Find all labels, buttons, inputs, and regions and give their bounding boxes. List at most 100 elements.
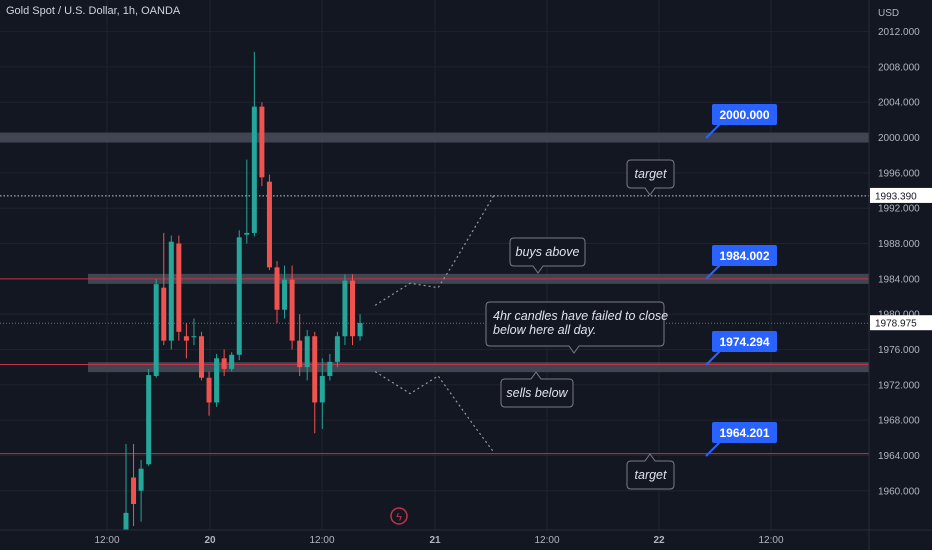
candle-body: [282, 279, 288, 310]
candle-body: [161, 287, 167, 341]
candle: [297, 314, 303, 376]
axis-price-label-text: 1978.975: [875, 319, 917, 330]
callout-box: [485, 301, 665, 354]
candle-body: [274, 267, 280, 310]
candle: [357, 314, 363, 341]
candle: [123, 443, 129, 530]
candle: [161, 232, 167, 346]
candle: [274, 261, 280, 323]
candle: [236, 230, 242, 361]
axis-price-label: 1993.390: [870, 187, 932, 203]
candle-body: [123, 512, 129, 530]
callout-text: below here all day.: [493, 323, 596, 337]
callout-text: buys above: [516, 245, 580, 259]
badge-label: 1984.002: [719, 249, 769, 263]
axis-tick-label: 1996.000: [878, 168, 920, 179]
candle-body: [199, 336, 204, 378]
annotation-callout: buys above: [509, 237, 586, 274]
axis-price-label-bg: [870, 315, 932, 331]
lightning-icon: [390, 507, 408, 525]
candle: [153, 278, 159, 378]
candle-body: [312, 336, 318, 403]
candle-body: [236, 237, 242, 355]
candle-body: [191, 336, 197, 338]
axis-tick-label: 2008.000: [878, 62, 920, 73]
candle: [191, 318, 197, 346]
axis-unit-label: USD: [878, 8, 899, 19]
candle-body: [206, 377, 212, 403]
callout-box: [500, 371, 574, 408]
candle: [304, 330, 310, 381]
candle: [327, 353, 333, 381]
time-tick-label: 20: [204, 535, 216, 546]
price-badge: 1984.002: [705, 245, 777, 280]
candles: [123, 51, 363, 530]
badge-label: 2000.000: [719, 108, 769, 122]
candle: [282, 265, 288, 319]
badge-pointer: [705, 123, 721, 139]
candle: [131, 443, 137, 527]
time-tick-label: 12:00: [94, 535, 119, 546]
badge-pointer: [705, 441, 721, 457]
callout-text: target: [635, 167, 667, 181]
candle: [138, 459, 144, 522]
callout-text: 4hr candles have failed to close: [493, 309, 668, 323]
badge-box: [712, 331, 777, 352]
candle: [350, 274, 355, 346]
candle-body: [146, 375, 152, 465]
candle: [266, 174, 272, 271]
candle: [312, 331, 318, 434]
badge-box: [712, 422, 777, 443]
badge-box: [712, 104, 777, 125]
badge-label: 1964.201: [719, 426, 769, 440]
badge-pointer: [705, 264, 721, 280]
candle-body: [131, 477, 137, 505]
callout-box: [509, 237, 586, 274]
axis-price-label-bg: [870, 187, 932, 203]
annotation-callout: target: [626, 159, 675, 196]
candle-body: [342, 280, 348, 337]
axis-tick-label: 1980.000: [878, 310, 920, 321]
price-axis[interactable]: USD 2012.000 2008.000 2004.000 2000.000 1996.…: [868, 0, 932, 550]
candle-body: [229, 354, 235, 369]
candle: [244, 159, 250, 244]
horizontal-lines: [0, 195, 869, 455]
callout-text: sells below: [506, 386, 568, 400]
chart-title: Gold Spot / U.S. Dollar, 1h, OANDA: [6, 5, 181, 17]
time-tick-label: 12:00: [534, 535, 559, 546]
candle-body: [297, 340, 303, 368]
price-badge: 1974.294: [705, 331, 777, 366]
callout-box: [626, 159, 675, 196]
axis-tick-label: 1972.000: [878, 380, 920, 391]
candle: [251, 51, 257, 237]
candle: [342, 274, 348, 346]
candle-body: [319, 375, 325, 403]
watermark: ϟ: [390, 507, 408, 525]
candle-body: [214, 358, 220, 403]
projection-paths: [374, 194, 495, 454]
price-badge: 2000.000: [705, 104, 777, 139]
candle-body: [168, 241, 174, 341]
price-badge: 1964.201: [705, 422, 777, 457]
time-tick-label: 12:00: [309, 535, 334, 546]
candle-body: [327, 361, 333, 376]
badge-pointer: [705, 350, 721, 366]
candle: [319, 358, 325, 429]
time-axis[interactable]: 12:00 20 12:00 21 12:00 22 12:00: [0, 529, 932, 546]
candle: [176, 235, 182, 341]
zone-band: [88, 362, 869, 373]
axis-price-label-text: 1993.390: [875, 191, 917, 202]
axis-tick-label: 1960.000: [878, 486, 920, 497]
candle: [183, 322, 189, 359]
axis-tick-label: 1976.000: [878, 345, 920, 356]
candle: [289, 265, 295, 350]
candle: [334, 331, 340, 368]
candle-body: [350, 280, 355, 337]
candle-body: [259, 106, 265, 178]
callouts: target buys above 4hr candles have failed …: [485, 159, 675, 490]
time-tick-label: 12:00: [758, 535, 783, 546]
zone-band: [0, 132, 869, 143]
candle-body: [183, 336, 189, 341]
